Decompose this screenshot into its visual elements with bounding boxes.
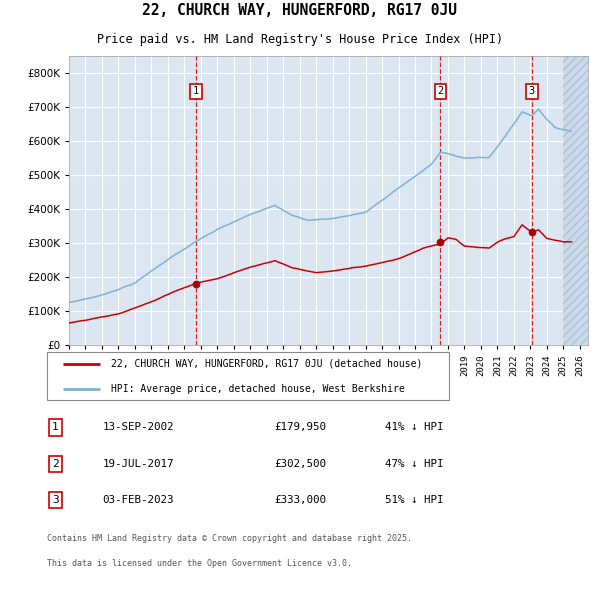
Text: 2: 2 <box>437 86 443 96</box>
Text: Contains HM Land Registry data © Crown copyright and database right 2025.: Contains HM Land Registry data © Crown c… <box>47 534 412 543</box>
FancyBboxPatch shape <box>47 352 449 400</box>
Text: This data is licensed under the Open Government Licence v3.0.: This data is licensed under the Open Gov… <box>47 559 352 568</box>
Text: 47% ↓ HPI: 47% ↓ HPI <box>385 459 444 468</box>
Text: 3: 3 <box>52 495 59 505</box>
Text: 2: 2 <box>52 459 59 468</box>
Text: Price paid vs. HM Land Registry's House Price Index (HPI): Price paid vs. HM Land Registry's House … <box>97 32 503 45</box>
Text: 51% ↓ HPI: 51% ↓ HPI <box>385 495 444 505</box>
Text: 22, CHURCH WAY, HUNGERFORD, RG17 0JU: 22, CHURCH WAY, HUNGERFORD, RG17 0JU <box>143 2 458 18</box>
Text: 3: 3 <box>529 86 535 96</box>
Text: £179,950: £179,950 <box>274 422 326 432</box>
Text: HPI: Average price, detached house, West Berkshire: HPI: Average price, detached house, West… <box>110 384 404 394</box>
Text: 1: 1 <box>52 422 59 432</box>
Text: 1: 1 <box>193 86 199 96</box>
Text: £302,500: £302,500 <box>274 459 326 468</box>
Text: 19-JUL-2017: 19-JUL-2017 <box>103 459 174 468</box>
Bar <box>563 56 588 345</box>
Text: 03-FEB-2023: 03-FEB-2023 <box>103 495 174 505</box>
Text: 13-SEP-2002: 13-SEP-2002 <box>103 422 174 432</box>
Text: 22, CHURCH WAY, HUNGERFORD, RG17 0JU (detached house): 22, CHURCH WAY, HUNGERFORD, RG17 0JU (de… <box>110 359 422 369</box>
Text: 41% ↓ HPI: 41% ↓ HPI <box>385 422 444 432</box>
Text: £333,000: £333,000 <box>274 495 326 505</box>
